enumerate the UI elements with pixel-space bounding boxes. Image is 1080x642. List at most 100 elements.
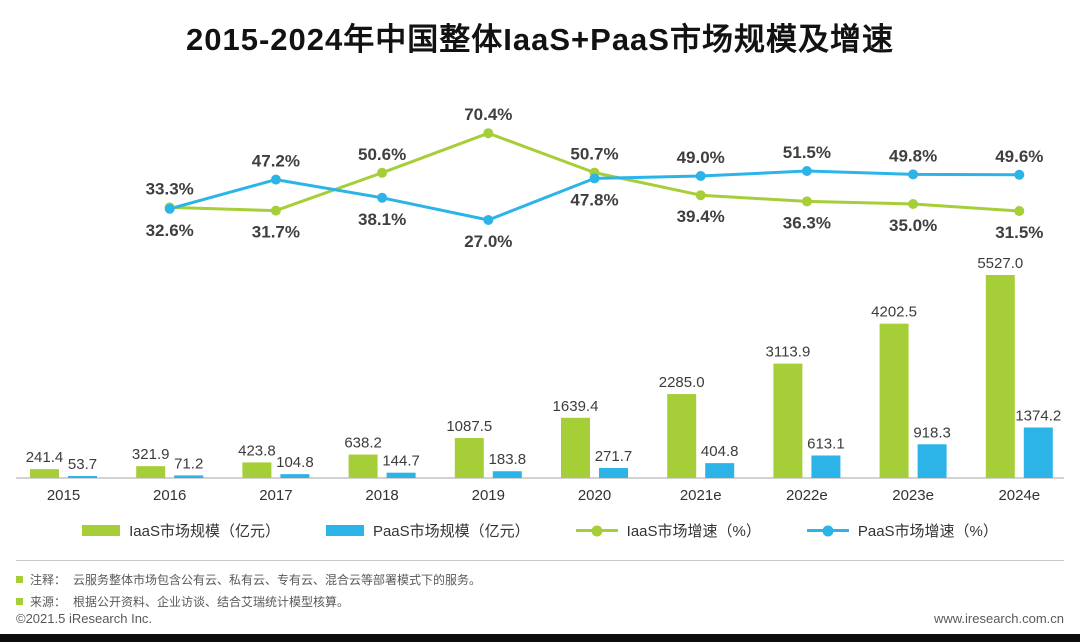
iaas-paas-combo-chart: 2015 2016 2017 2018 2019 2020 2021e 2022e 2023e 2… (16, 105, 1064, 504)
legend-item-iaas-growth: IaaS市场增速（%） (575, 520, 761, 541)
point-iaas-2023e (908, 199, 919, 209)
legend-label-paas-growth: PaaS市场增速（%） (857, 523, 998, 540)
x-tick-2023e: 2023e (892, 487, 934, 504)
bar-iaas-2019 (454, 438, 484, 478)
point-paas-2024e (1014, 169, 1025, 180)
legend-item-paas-size: PaaS市场规模（亿元） (325, 520, 530, 541)
bar-paas-2018 (386, 472, 416, 478)
point-paas-2023e (908, 169, 919, 180)
bar-iaas-2015 (30, 469, 59, 478)
note-bullet-icon (16, 576, 23, 583)
growth-label-paas-2016: 32.6% (146, 221, 194, 240)
bar-iaas-2022e (773, 363, 803, 478)
legend-swatch-iaas-line (575, 525, 618, 536)
growth-label-iaas-2023e: 35.0% (889, 216, 937, 235)
legend-swatch-paas-bar (325, 525, 364, 536)
growth-label-paas-2017: 47.2% (252, 152, 300, 171)
legend-label-iaas-growth: IaaS市场增速（%） (626, 523, 761, 540)
legend-dot-iaas (591, 525, 603, 536)
bar-value-iaas-2016: 321.9 (132, 446, 170, 463)
bar-value-iaas-2022e: 3113.9 (766, 344, 811, 361)
legend-item-paas-growth: PaaS市场增速（%） (806, 520, 998, 541)
bar-paas-2023e (917, 444, 947, 478)
x-tick-2024e: 2024e (998, 487, 1040, 504)
bar-paas-2022e (811, 455, 841, 478)
note-text: 根据公开资料、企业访谈、结合艾瑞统计模型核算。 (73, 595, 350, 609)
legend-swatch-iaas-bar (82, 525, 121, 536)
bar-iaas-2018 (348, 454, 378, 478)
bar-value-paas-2016: 71.2 (174, 455, 203, 472)
growth-label-iaas-2020: 50.7% (570, 145, 618, 164)
point-paas-2019 (483, 215, 494, 225)
growth-label-iaas-2021e: 39.4% (677, 207, 725, 226)
note-text: 云服务整体市场包含公有云、私有云、专有云、混合云等部署模式下的服务。 (73, 573, 482, 587)
point-iaas-2021e (695, 190, 706, 201)
point-iaas-2024e (1014, 206, 1025, 216)
growth-label-iaas-2019: 70.4% (464, 105, 512, 124)
bar-value-paas-2023e: 918.3 (913, 424, 951, 441)
growth-label-iaas-2018: 50.6% (358, 145, 406, 164)
growth-label-paas-2023e: 49.8% (889, 146, 937, 165)
point-iaas-2022e (801, 196, 812, 207)
notes-block: 注释： 云服务整体市场包含公有云、私有云、专有云、混合云等部署模式下的服务。 来… (16, 571, 1064, 615)
bar-paas-2015 (68, 476, 97, 478)
footer: ©2021.5 iResearch Inc. www.iresearch.com… (16, 611, 1064, 626)
bar-iaas-2024e (985, 275, 1015, 478)
legend-label-paas-size: PaaS市场规模（亿元） (372, 523, 530, 540)
bar-paas-2021e (705, 463, 735, 478)
chart-legend: IaaS市场规模（亿元） PaaS市场规模（亿元） IaaS市场增速（%） Pa… (0, 520, 1080, 541)
x-tick-2020: 2020 (578, 487, 611, 504)
website-link[interactable]: www.iresearch.com.cn (933, 611, 1064, 626)
bar-value-iaas-2019: 1087.5 (446, 418, 492, 435)
bar-value-paas-2024e: 1374.2 (1015, 408, 1061, 425)
note-bullet-icon (16, 598, 23, 605)
bar-iaas-2016 (136, 466, 166, 478)
note-label: 来源： (30, 595, 67, 609)
point-paas-2018 (377, 192, 388, 203)
bar-paas-2019 (492, 471, 522, 478)
bar-iaas-2017 (242, 462, 272, 478)
x-tick-2019: 2019 (472, 487, 505, 504)
bar-value-iaas-2015: 241.4 (26, 449, 64, 466)
bar-value-iaas-2018: 638.2 (344, 435, 382, 452)
x-tick-2017: 2017 (259, 487, 292, 504)
bar-value-paas-2018: 144.7 (382, 453, 420, 470)
bar-paas-2024e (1023, 427, 1053, 478)
point-paas-2022e (801, 166, 812, 176)
growth-label-iaas-2016: 33.3% (146, 179, 194, 198)
bar-iaas-2023e (879, 323, 909, 478)
x-tick-2015: 2015 (47, 487, 80, 504)
bar-value-iaas-2017: 423.8 (238, 442, 276, 459)
bar-value-paas-2017: 104.8 (276, 454, 314, 471)
point-paas-2016 (164, 203, 175, 214)
legend-swatch-paas-line (806, 525, 849, 536)
bar-value-iaas-2021e: 2285.0 (659, 374, 705, 391)
growth-label-iaas-2017: 31.7% (252, 223, 300, 242)
legend-item-iaas-size: IaaS市场规模（亿元） (82, 520, 280, 541)
point-iaas-2019 (483, 128, 494, 139)
note-source: 来源： 根据公开资料、企业访谈、结合艾瑞统计模型核算。 (16, 593, 1064, 610)
legend-label-iaas-size: IaaS市场规模（亿元） (129, 523, 280, 540)
growth-label-paas-2019: 27.0% (464, 232, 512, 251)
bar-value-iaas-2024e: 5527.0 (977, 255, 1023, 272)
bar-value-paas-2022e: 613.1 (807, 435, 845, 452)
legend-dot-paas (822, 525, 834, 536)
bar-paas-2017 (280, 474, 310, 478)
growth-label-paas-2022e: 51.5% (783, 143, 831, 162)
growth-label-paas-2021e: 49.0% (677, 148, 725, 167)
chart-title: 2015-2024年中国整体IaaS+PaaS市场规模及增速 (186, 22, 894, 57)
x-tick-2018: 2018 (365, 487, 398, 504)
copyright-text: ©2021.5 iResearch Inc. (16, 611, 153, 626)
bar-value-paas-2021e: 404.8 (701, 443, 739, 460)
bar-value-paas-2015: 53.7 (68, 456, 97, 473)
growth-label-iaas-2022e: 36.3% (783, 213, 831, 232)
x-tick-2016: 2016 (153, 487, 186, 504)
bar-iaas-2021e (667, 394, 697, 478)
bar-paas-2016 (174, 475, 204, 478)
note-annotation: 注释： 云服务整体市场包含公有云、私有云、专有云、混合云等部署模式下的服务。 (16, 571, 1064, 588)
note-label: 注释： (30, 573, 67, 587)
growth-label-iaas-2024e: 31.5% (995, 223, 1043, 242)
growth-label-paas-2018: 38.1% (358, 210, 406, 229)
x-tick-2021e: 2021e (680, 487, 722, 504)
